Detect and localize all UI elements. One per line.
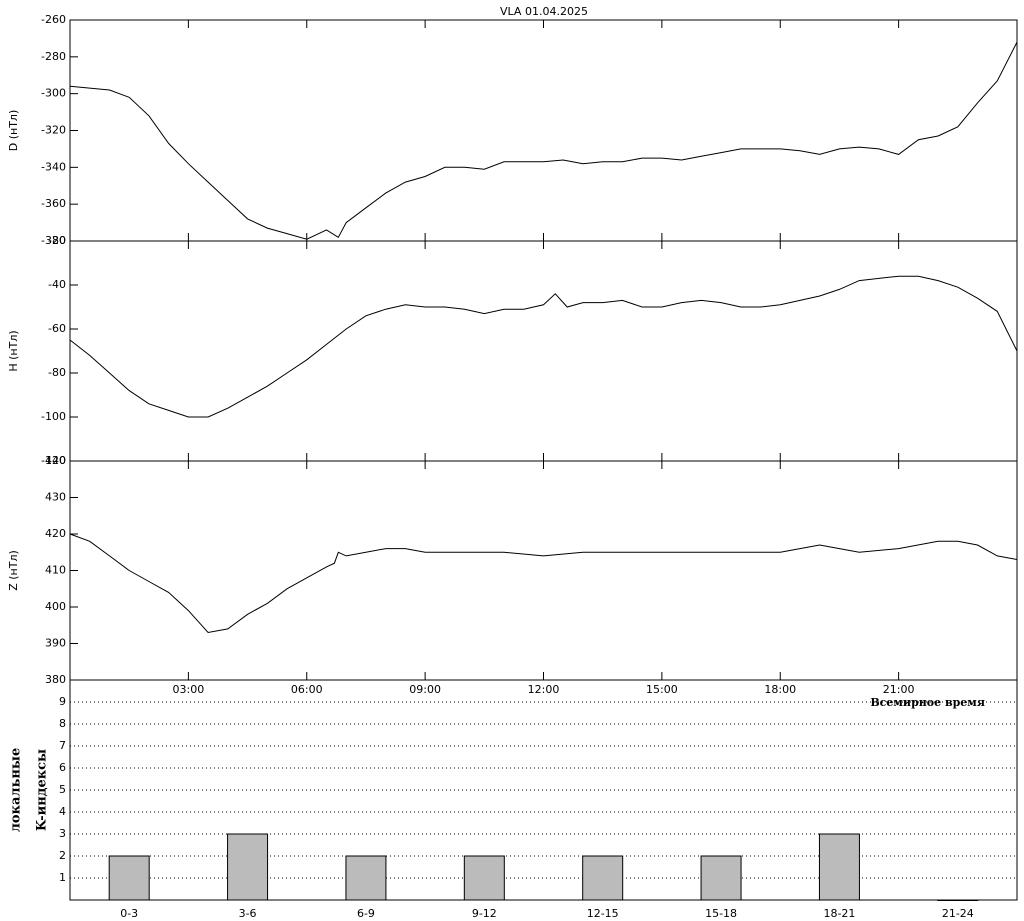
plot-frame [69,460,1018,681]
y-tick-label: -360 [41,197,66,210]
x-tick-label: 15:00 [646,683,678,696]
x-tick-label: 03:00 [173,683,205,696]
x-tick-label: 21:00 [883,683,915,696]
x-tick-label: 9-12 [472,907,497,920]
y-tick-label: 8 [59,717,66,730]
y-tick-label: 380 [45,673,66,686]
y-tick-label: -20 [48,234,66,247]
bar [700,855,742,901]
data-line [69,533,1018,634]
bar [108,855,150,901]
y-tick-label: -300 [41,87,66,100]
x-tick-label: 06:00 [291,683,323,696]
y-axis-label: K-индексы [35,749,50,831]
y-tick-label: 5 [59,783,66,796]
y-tick-label: -380 [41,234,66,247]
plot-frame [69,19,1018,242]
data-line [69,275,1018,418]
y-tick-label: 3 [59,827,66,840]
x-tick-label: 18:00 [764,683,796,696]
y-tick-label: -80 [48,366,66,379]
x-tick-label: 12-15 [587,907,619,920]
x-axis-label: Всемирное время [870,696,985,709]
y-tick-label: 410 [45,564,66,577]
bar [582,855,624,901]
bar [463,855,505,901]
y-tick-label: -100 [41,410,66,423]
x-tick-label: 09:00 [409,683,441,696]
y-axis-label: Z (нТл) [7,550,20,591]
x-tick-label: 0-3 [120,907,138,920]
y-tick-label: 6 [59,761,66,774]
chart-title: VLA 01.04.2025 [500,5,588,18]
y-tick-label: -40 [48,278,66,291]
y-tick-label: 4 [59,805,66,818]
y-tick-label: 400 [45,600,66,613]
y-tick-label: -320 [41,124,66,137]
x-tick-label: 21-24 [942,907,974,920]
x-tick-label: 15-18 [705,907,737,920]
y-tick-label: 2 [59,849,66,862]
bar [937,899,979,901]
x-tick-label: 6-9 [357,907,375,920]
bar [345,855,387,901]
y-tick-label: -280 [41,50,66,63]
x-tick-label: 3-6 [239,907,257,920]
y-tick-label: 7 [59,739,66,752]
y-tick-label: -120 [41,454,66,467]
plot-frame [69,240,1018,462]
y-tick-label: 420 [45,527,66,540]
y-tick-label: 390 [45,637,66,650]
bar [818,833,860,901]
y-tick-label: -260 [41,13,66,26]
y-axis-label: H (нТл) [7,330,20,371]
y-tick-label: 9 [59,695,66,708]
y-axis-label: локальные [9,748,24,832]
x-tick-label: 18-21 [823,907,855,920]
y-tick-label: -340 [41,160,66,173]
x-tick-label: 12:00 [528,683,560,696]
y-tick-label: 430 [45,491,66,504]
y-tick-label: 1 [59,871,66,884]
y-tick-label: -60 [48,322,66,335]
data-line [69,41,1018,240]
bar [227,833,269,901]
y-tick-label: 440 [45,454,66,467]
y-axis-label: D (нТл) [7,110,20,152]
